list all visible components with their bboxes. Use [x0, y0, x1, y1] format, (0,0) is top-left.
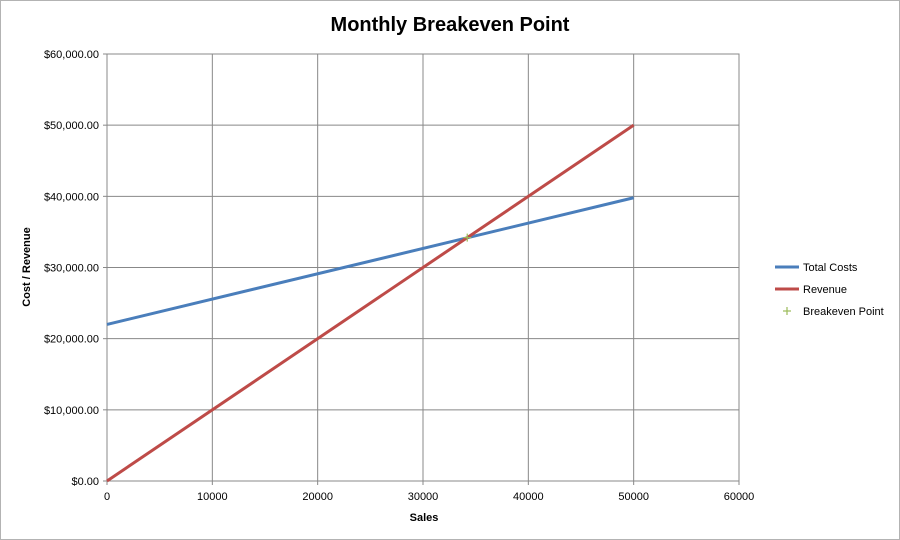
total-costs-line: [106, 196, 635, 326]
legend-label-breakeven-point: Breakeven Point: [803, 306, 884, 318]
y-tick-label: $10,000.00: [44, 405, 99, 417]
x-tick-labels: 0 10000 20000 30000 40000 50000 60000: [104, 491, 754, 503]
legend-label-revenue: Revenue: [803, 284, 847, 296]
y-tick-label: $40,000.00: [44, 191, 99, 203]
chart-title: Monthly Breakeven Point: [331, 14, 570, 36]
x-tick-label: 10000: [197, 491, 228, 503]
legend: Total Costs Revenue Breakeven Point: [775, 262, 884, 318]
plot-grid: [103, 53, 740, 485]
x-axis-title: Sales: [410, 512, 439, 524]
x-tick-label: 50000: [618, 491, 649, 503]
x-tick-label: 40000: [513, 491, 544, 503]
y-tick-labels: $0.00 $10,000.00 $20,000.00 $30,000.00 $40,0…: [44, 49, 99, 488]
plot-area-border: [106, 53, 740, 482]
revenue-line: [106, 123, 635, 483]
x-tick-label: 0: [104, 491, 110, 503]
legend-swatch-breakeven-point: [783, 307, 791, 315]
y-tick-label: $30,000.00: [44, 263, 99, 275]
y-tick-label: $60,000.00: [44, 49, 99, 61]
x-tick-label: 20000: [302, 491, 333, 503]
y-tick-label: $20,000.00: [44, 334, 99, 346]
x-tick-label: 30000: [408, 491, 439, 503]
breakeven-point-marker: [463, 233, 472, 242]
y-axis-title: Cost / Revenue: [21, 227, 33, 306]
y-tick-label: $0.00: [71, 476, 99, 488]
legend-label-total-costs: Total Costs: [803, 262, 858, 274]
series-layer: [106, 123, 635, 483]
y-tick-label: $50,000.00: [44, 120, 99, 132]
x-tick-label: 60000: [724, 491, 755, 503]
